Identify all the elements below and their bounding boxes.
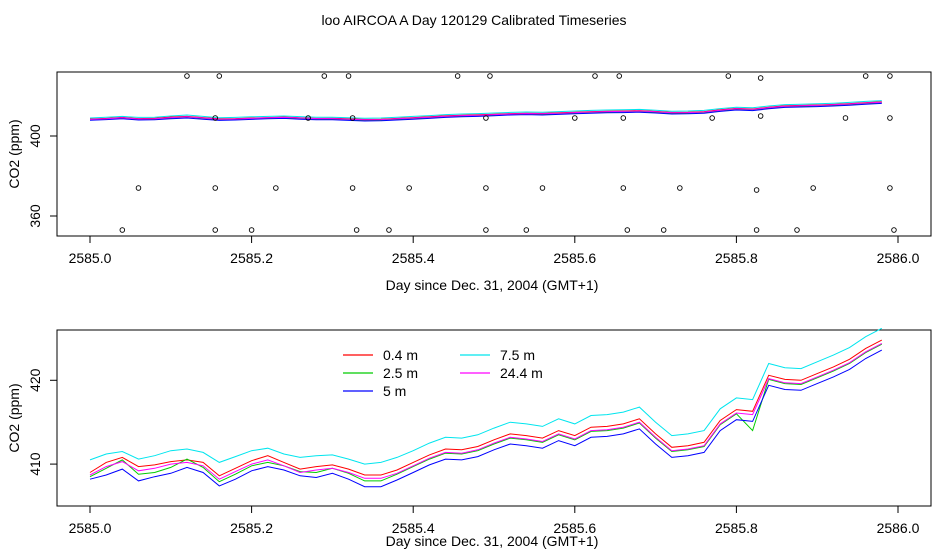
legend-label: 2.5 m <box>383 365 418 381</box>
bottom-panel: 2585.0 2585.2 2585.4 2585.6 2585.8 2586.0 410… <box>6 327 932 549</box>
data-point <box>757 113 764 119</box>
legend-label: 0.4 m <box>383 347 418 363</box>
y-tick-label: 360 <box>27 204 43 228</box>
bottom-y-axis-label: CO2 (ppm) <box>6 383 22 452</box>
data-point <box>487 73 493 79</box>
data-point <box>753 227 760 233</box>
legend-item: 7.5 m <box>460 347 535 363</box>
x-tick-label: 2585.6 <box>553 250 596 266</box>
bottom-series-lines <box>89 327 883 488</box>
x-tick-label: 2585.2 <box>230 520 273 536</box>
data-point <box>135 185 142 191</box>
data-point <box>660 227 667 233</box>
y-tick-label: 420 <box>27 368 43 392</box>
data-point <box>862 73 869 79</box>
legend-label: 24.4 m <box>500 365 543 381</box>
x-tick-label: 2585.6 <box>553 520 596 536</box>
data-point <box>810 185 816 191</box>
data-point <box>184 73 190 79</box>
x-tick-label: 2586.0 <box>877 250 920 266</box>
data-point <box>725 73 732 79</box>
x-tick-label: 2585.4 <box>392 250 435 266</box>
y-tick-label: 400 <box>27 124 43 148</box>
bottom-plot-frame <box>56 329 932 507</box>
series-line-7-5-m <box>89 327 883 465</box>
data-point <box>454 73 461 79</box>
data-point <box>757 75 764 81</box>
data-point <box>616 73 622 79</box>
bottom-y-axis: 410 420 <box>27 368 57 476</box>
data-point <box>216 73 223 79</box>
data-point <box>620 115 627 121</box>
data-point <box>620 185 627 191</box>
series-line-3 <box>89 100 882 119</box>
series-line-24-4-m <box>89 342 883 480</box>
top-y-axis: 360 400 <box>27 124 57 228</box>
data-point <box>891 227 897 233</box>
data-point <box>592 73 598 79</box>
data-point <box>887 73 893 79</box>
data-point <box>794 227 800 233</box>
series-line-2-5-m <box>89 343 883 483</box>
x-tick-label: 2585.2 <box>230 250 273 266</box>
data-point <box>273 185 279 191</box>
top-x-axis-label: Day since Dec. 31, 2004 (GMT+1) <box>386 277 599 293</box>
data-point <box>624 227 631 233</box>
data-point <box>345 73 352 79</box>
chart-title: loo AIRCOA A Day 120129 Calibrated Times… <box>321 12 626 28</box>
data-point <box>321 73 328 79</box>
data-point <box>483 227 489 233</box>
legend-item: 2.5 m <box>343 365 418 381</box>
top-points <box>119 73 897 233</box>
x-tick-label: 2585.0 <box>69 250 112 266</box>
data-point <box>248 227 255 233</box>
legend: 0.4 m 2.5 m 5 m 7.5 m 24.4 m <box>343 347 543 399</box>
series-line-0-4-m <box>89 339 883 477</box>
data-point <box>753 187 760 193</box>
data-point <box>572 115 578 121</box>
data-point <box>483 185 489 191</box>
data-point <box>349 185 356 191</box>
x-tick-label: 2585.8 <box>715 520 758 536</box>
top-plot-frame <box>56 71 932 237</box>
data-point <box>887 185 893 191</box>
data-point <box>353 227 360 233</box>
legend-label: 7.5 m <box>500 347 535 363</box>
data-point <box>483 115 489 121</box>
y-tick-label: 410 <box>27 452 43 476</box>
x-tick-label: 2586.0 <box>877 520 920 536</box>
bottom-x-axis-label: Day since Dec. 31, 2004 (GMT+1) <box>386 533 599 549</box>
data-point <box>349 115 356 121</box>
data-point <box>305 115 311 121</box>
legend-label: 5 m <box>383 383 406 399</box>
legend-item: 5 m <box>343 383 406 399</box>
x-tick-label: 2585.0 <box>69 520 112 536</box>
data-point <box>119 227 126 233</box>
data-point <box>539 185 546 191</box>
data-point <box>212 227 218 233</box>
data-point <box>406 185 412 191</box>
data-point <box>677 185 683 191</box>
top-series-lines <box>89 100 882 122</box>
data-point <box>887 115 893 121</box>
data-point <box>842 115 849 121</box>
data-point <box>386 227 392 233</box>
x-tick-label: 2585.8 <box>715 250 758 266</box>
data-point <box>709 115 715 121</box>
legend-item: 24.4 m <box>460 365 543 381</box>
data-point <box>212 115 218 121</box>
top-y-axis-label: CO2 (ppm) <box>6 119 22 188</box>
series-line-5-m <box>89 349 883 488</box>
data-point <box>523 227 530 233</box>
top-x-axis: 2585.0 2585.2 2585.4 2585.6 2585.8 2586.0 <box>69 236 920 266</box>
series-line-4 <box>89 101 882 121</box>
x-tick-label: 2585.4 <box>392 520 435 536</box>
bottom-x-axis: 2585.0 2585.2 2585.4 2585.6 2585.8 2586.0 <box>69 506 920 536</box>
data-point <box>212 185 218 191</box>
top-panel: 2585.0 2585.2 2585.4 2585.6 2585.8 2586.0 360… <box>6 71 932 293</box>
legend-item: 0.4 m <box>343 347 418 363</box>
